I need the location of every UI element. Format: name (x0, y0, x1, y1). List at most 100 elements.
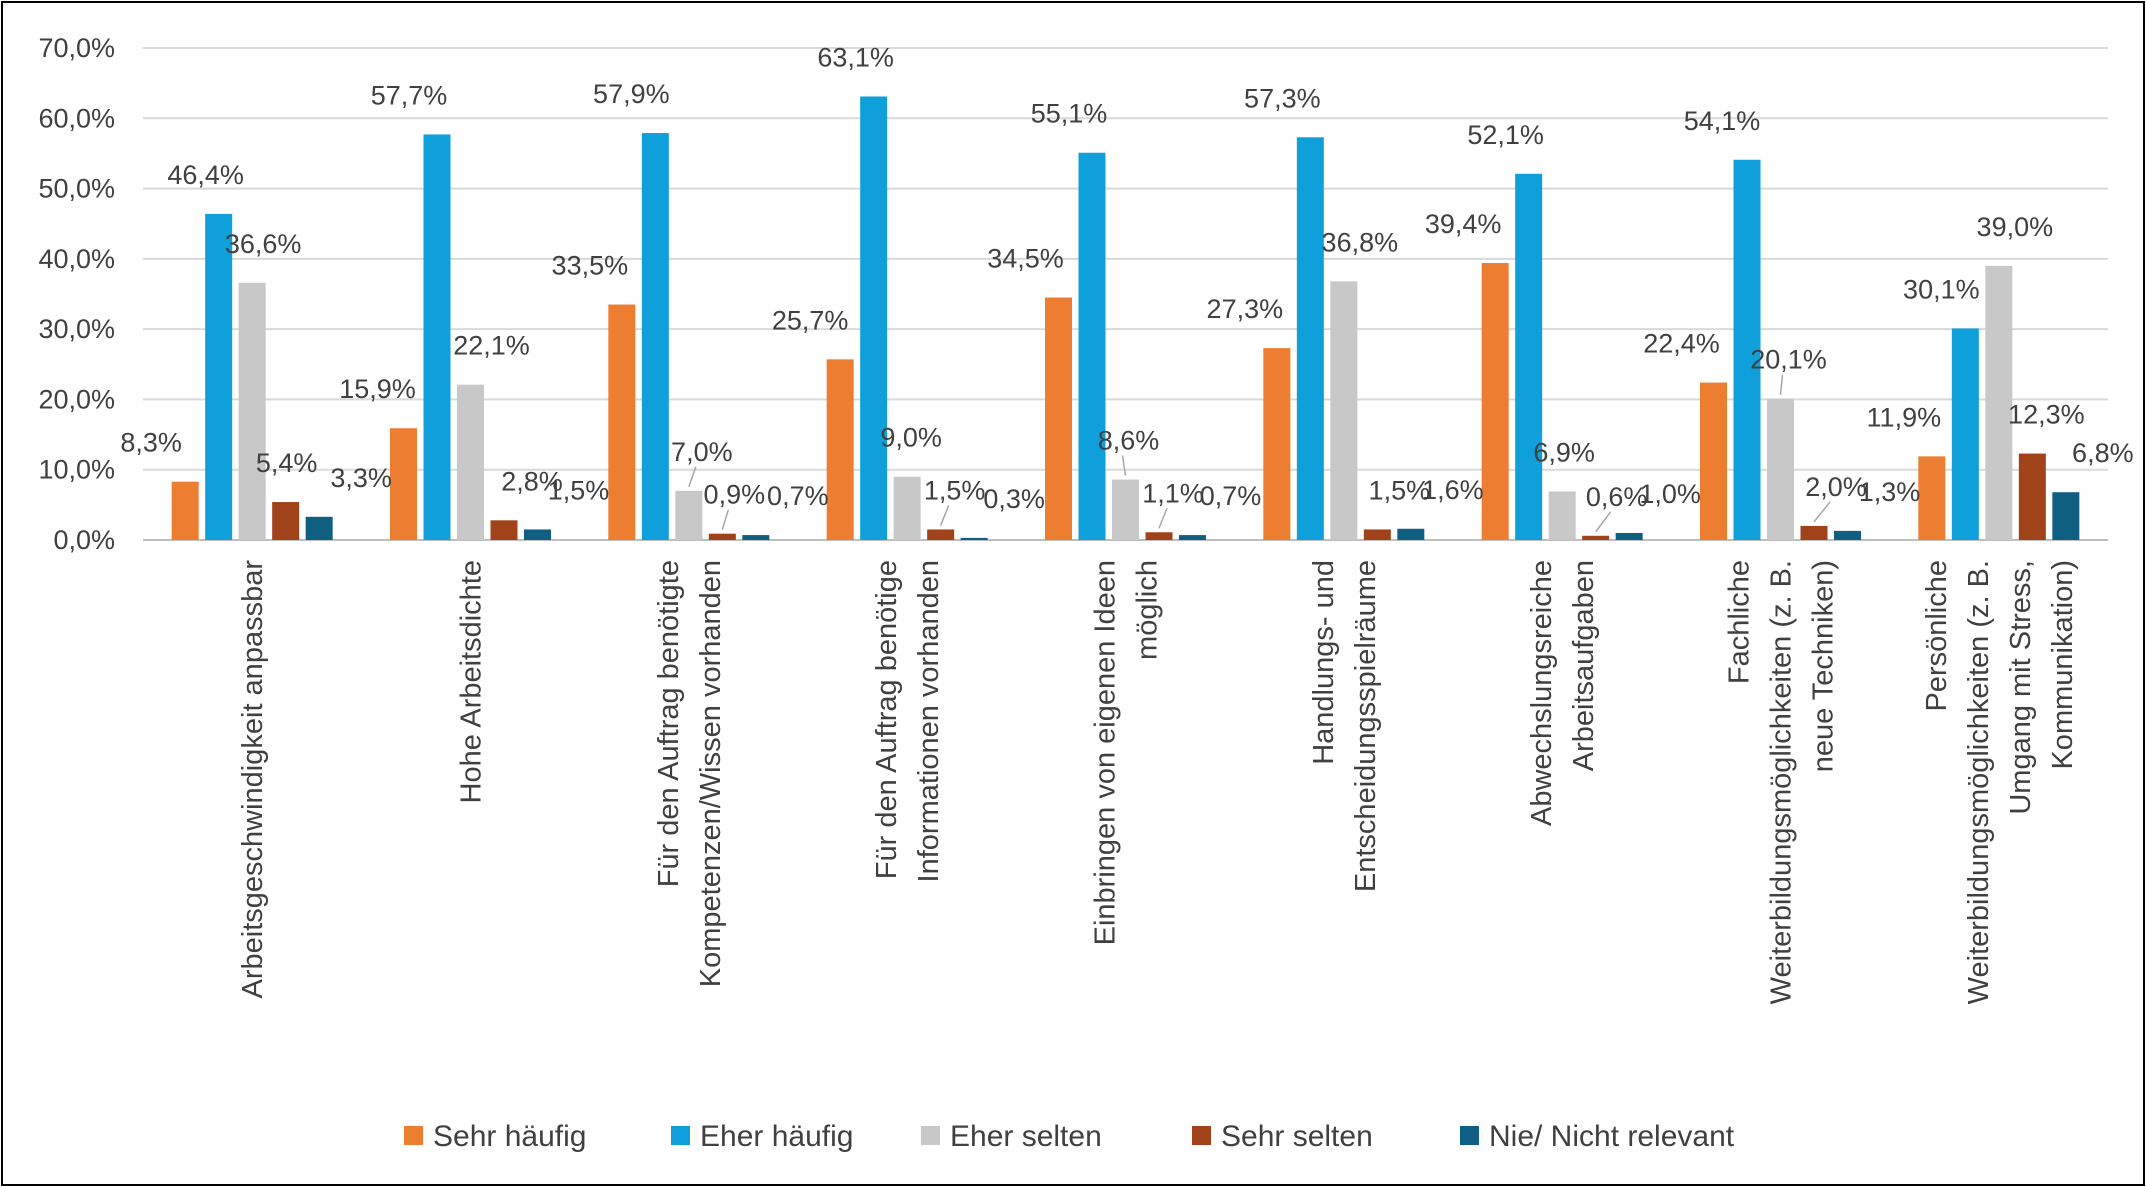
bar (2018, 453, 2046, 540)
y-tick-label: 10,0% (38, 455, 115, 485)
bar (860, 96, 888, 541)
data-label: 55,1% (1031, 99, 1108, 129)
category-label-line: möglich (1132, 560, 1164, 660)
category-label: Einbringen von eigenen Ideen möglich (1090, 560, 1164, 945)
y-tick-label: 20,0% (38, 384, 115, 414)
category-label: Für den Auftrag benötigte Kompetenzen/Wis… (653, 560, 727, 987)
data-label: 7,0% (671, 437, 733, 467)
data-label-leader (1595, 511, 1612, 533)
legend-swatch (1192, 1126, 1211, 1145)
category-label-line: Arbeitsaufgaben (1568, 560, 1600, 771)
bar (1078, 152, 1106, 540)
data-label-leader (688, 466, 697, 488)
bar (826, 359, 854, 540)
bar (1615, 532, 1643, 540)
bar (1363, 529, 1391, 540)
data-label: 46,4% (167, 160, 244, 190)
legend-swatch (404, 1126, 423, 1145)
category-label-line: Für den Auftrag benötigte (653, 560, 685, 887)
category-label-line: Kompetenzen/Wissen vorhanden (695, 560, 727, 987)
data-label-leader (1813, 501, 1831, 523)
category-label-line: Für den Auftrag benötige (871, 560, 903, 879)
bar (1800, 525, 1828, 540)
legend-label: Nie/ Nicht relevant (1489, 1120, 1735, 1153)
bar (893, 476, 921, 540)
data-label: 52,1% (1467, 120, 1544, 150)
y-tick-label: 40,0% (38, 244, 115, 274)
data-label-leader (1121, 455, 1127, 476)
bar (238, 282, 266, 540)
category-label-line: Informationen vorhanden (913, 560, 945, 882)
bar (608, 304, 636, 540)
data-label: 39,0% (1977, 212, 2054, 242)
data-label-leader (939, 505, 950, 526)
data-label: 57,3% (1244, 83, 1321, 113)
data-label: 27,3% (1207, 294, 1284, 324)
data-label: 2,8% (501, 466, 563, 496)
bar (1145, 532, 1173, 540)
bar (524, 529, 551, 540)
data-label: 11,9% (1867, 402, 1942, 432)
bar (1481, 263, 1509, 540)
bar (1112, 479, 1139, 540)
bar (305, 516, 333, 540)
category-label-line: Umgang mit Stress, (2005, 560, 2037, 815)
bar (1767, 398, 1794, 540)
bar (1918, 456, 1946, 540)
legend-label: Eher selten (950, 1120, 1102, 1153)
bar (1951, 328, 1979, 540)
data-label: 30,1% (1903, 274, 1980, 304)
category-label-line: Fachliche (1724, 560, 1756, 684)
bar (641, 133, 669, 540)
category-label-line: Einbringen von eigenen Ideen (1090, 560, 1122, 945)
bar (927, 529, 955, 540)
data-label: 33,5% (552, 251, 629, 281)
bar (490, 520, 518, 540)
bar (1179, 535, 1206, 540)
category-label: Hohe Arbeitsdichte (456, 560, 488, 803)
data-label: 1,3% (1859, 477, 1921, 507)
legend-swatch (921, 1126, 940, 1145)
data-label: 1,5% (548, 475, 610, 505)
bar (1548, 491, 1576, 540)
category-label-line: Kommunikation) (2047, 560, 2079, 770)
data-label-leader (1158, 507, 1168, 529)
bar (708, 533, 736, 540)
category-label-line: Weiterbildungsmöglichkeiten (z. B. (1766, 560, 1798, 1004)
bar (675, 490, 703, 540)
data-label: 1,5% (924, 475, 986, 505)
data-label: 9,0% (880, 423, 942, 453)
category-label: Fachliche Weiterbildungsmöglichkeiten (z.… (1724, 560, 1840, 1004)
category-label-line: Arbeitsgeschwindigkeit anpassbar (237, 560, 269, 999)
bar (960, 537, 988, 540)
data-label: 34,5% (987, 244, 1064, 274)
data-label: 2,0% (1805, 472, 1867, 502)
bar (423, 134, 451, 541)
data-label: 8,3% (120, 428, 182, 458)
data-label: 6,8% (2072, 438, 2134, 468)
data-label: 8,6% (1098, 426, 1160, 456)
data-label: 25,7% (772, 305, 849, 335)
data-label: 0,7% (767, 481, 829, 511)
legend-label: Sehr häufig (433, 1120, 586, 1153)
bar (1330, 281, 1358, 540)
y-tick-label: 30,0% (38, 314, 115, 344)
data-label: 36,8% (1322, 227, 1399, 257)
bar (1582, 535, 1610, 540)
y-tick-label: 0,0% (53, 525, 115, 555)
data-label: 12,3% (2008, 400, 2085, 430)
data-label: 22,4% (1643, 329, 1720, 359)
data-label: 0,7% (1200, 481, 1262, 511)
bar (1985, 265, 2013, 540)
legend-swatch (1460, 1126, 1479, 1145)
category-label: Für den Auftrag benötige Informationen vo… (871, 560, 945, 882)
bar (742, 535, 770, 540)
data-label: 39,4% (1425, 209, 1502, 239)
data-label: 20,1% (1750, 345, 1827, 375)
data-label: 36,6% (225, 229, 302, 259)
y-tick-label: 50,0% (38, 174, 115, 204)
bar (272, 502, 300, 540)
bar (2052, 492, 2080, 540)
bar (1733, 159, 1761, 541)
